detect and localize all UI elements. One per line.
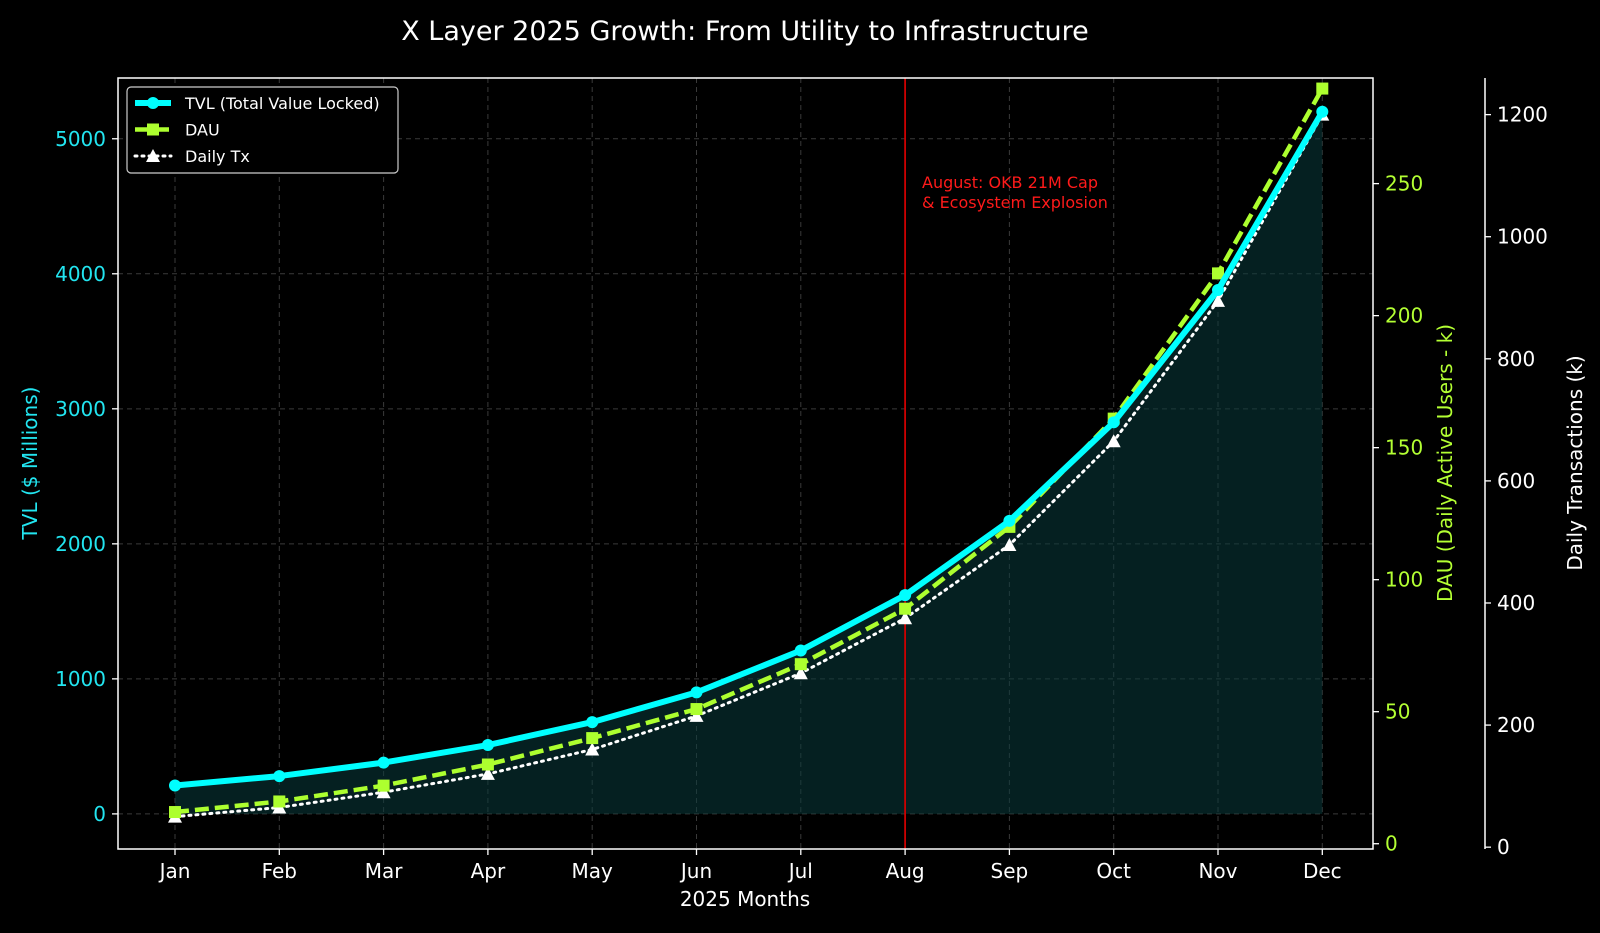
dau-tick-label: 100 [1385, 568, 1423, 592]
data-point [377, 779, 390, 792]
data-point [1107, 416, 1120, 429]
left-tick-label: 5000 [55, 127, 106, 151]
x-tick-label: Jun [679, 859, 712, 883]
legend-box [126, 86, 399, 174]
dau-tick-label: 150 [1385, 436, 1423, 460]
legend-label: DAU [185, 121, 220, 140]
dau-tick-label: 250 [1385, 172, 1423, 196]
annotation: August: OKB 21M Cap & Ecosystem Explosio… [922, 173, 1108, 212]
data-point [586, 716, 599, 729]
tx-tick-label: 400 [1497, 591, 1535, 615]
data-point [169, 779, 181, 792]
left-tick-label: 3000 [55, 397, 106, 421]
data-point [169, 806, 181, 819]
tvl-area-fill [175, 111, 1323, 814]
data-point [586, 732, 599, 745]
x-axis: Jan Feb Mar Apr May Jun Jul Aug Sep Oct Nov Dec [158, 849, 1342, 883]
data-point [1212, 283, 1224, 296]
left-tick-label: 0 [93, 802, 106, 826]
data-point [1211, 293, 1225, 307]
data-point [1002, 537, 1017, 551]
x-tick-label: Feb [262, 859, 297, 883]
data-point [377, 756, 390, 769]
data-point [690, 686, 703, 699]
tx-tick-label: 800 [1497, 347, 1535, 371]
data-point [1316, 105, 1329, 118]
series-tvl-total-value-locked- [169, 105, 1329, 792]
data-point [273, 795, 286, 808]
x-tick-label: Nov [1198, 859, 1237, 883]
data-point [690, 703, 703, 716]
left-tick-label: 2000 [55, 532, 106, 556]
x-tick-label: Oct [1096, 859, 1131, 883]
tx-tick-label: 600 [1497, 469, 1535, 493]
x-tick-label: Apr [471, 859, 506, 883]
left-tick-label: 4000 [55, 262, 106, 286]
tx-axis-label: Daily Transactions (k) [1563, 355, 1587, 570]
series-line [173, 113, 1324, 819]
tx-tick-label: 1200 [1497, 103, 1548, 127]
x-tick-label: Jul [787, 859, 813, 883]
annotation-line-1: August: OKB 21M Cap [922, 173, 1098, 192]
series-layer [168, 82, 1330, 823]
tx-tick-label: 0 [1497, 835, 1510, 859]
data-point [898, 611, 913, 625]
x-axis-label: 2025 Months [680, 887, 810, 911]
data-point [481, 758, 494, 771]
tx-y-axis: 0 200 400 600 800 1000 1200 [1484, 78, 1548, 859]
data-point [794, 644, 807, 657]
data-point [1106, 434, 1121, 448]
tx-tick-label: 1000 [1497, 225, 1548, 249]
data-point [899, 602, 912, 615]
plot-frame [117, 77, 1374, 850]
data-point [273, 770, 286, 783]
dau-tick-label: 0 [1385, 832, 1398, 856]
dau-tick-label: 200 [1385, 304, 1423, 328]
data-point [793, 666, 808, 680]
data-point [1003, 514, 1016, 527]
tx-tick-label: 200 [1497, 713, 1535, 737]
left-tick-label: 1000 [55, 667, 106, 691]
data-point [585, 742, 600, 756]
legend-swatch-marker [146, 149, 160, 162]
data-point [481, 739, 494, 752]
legend-label: Daily Tx [185, 147, 250, 166]
data-point [1212, 267, 1224, 280]
x-tick-label: Mar [365, 859, 404, 883]
dau-tick-label: 50 [1385, 700, 1410, 724]
data-point [376, 785, 391, 799]
series-dau [169, 82, 1329, 819]
legend-swatch-marker [147, 123, 159, 136]
data-point [480, 766, 495, 780]
series-line [174, 87, 1325, 815]
left-axis-label: TVL ($ Millions) [18, 387, 42, 541]
x-tick-label: Aug [886, 859, 925, 883]
data-point [1316, 82, 1329, 95]
x-tick-label: Dec [1303, 859, 1342, 883]
dau-y-axis: 0 50 100 150 200 250 [1373, 172, 1423, 856]
data-point [899, 589, 912, 602]
x-tick-label: May [572, 859, 614, 883]
chart-title: X Layer 2025 Growth: From Utility to Inf… [401, 16, 1089, 47]
legend: TVL (Total Value Locked) DAU Daily Tx [126, 86, 399, 174]
legend-swatch-marker [147, 97, 159, 109]
x-tick-label: Sep [991, 859, 1029, 883]
series-line [174, 110, 1325, 789]
x-tick-label: Jan [158, 859, 191, 883]
data-point [794, 658, 807, 671]
left-y-axis: 0 1000 2000 3000 4000 5000 [55, 127, 118, 826]
legend-label: TVL (Total Value Locked) [184, 94, 380, 113]
data-point [689, 708, 704, 722]
annotation-line-2: & Ecosystem Explosion [922, 193, 1108, 212]
dau-axis-label: DAU (Daily Active Users - k) [1433, 324, 1457, 602]
